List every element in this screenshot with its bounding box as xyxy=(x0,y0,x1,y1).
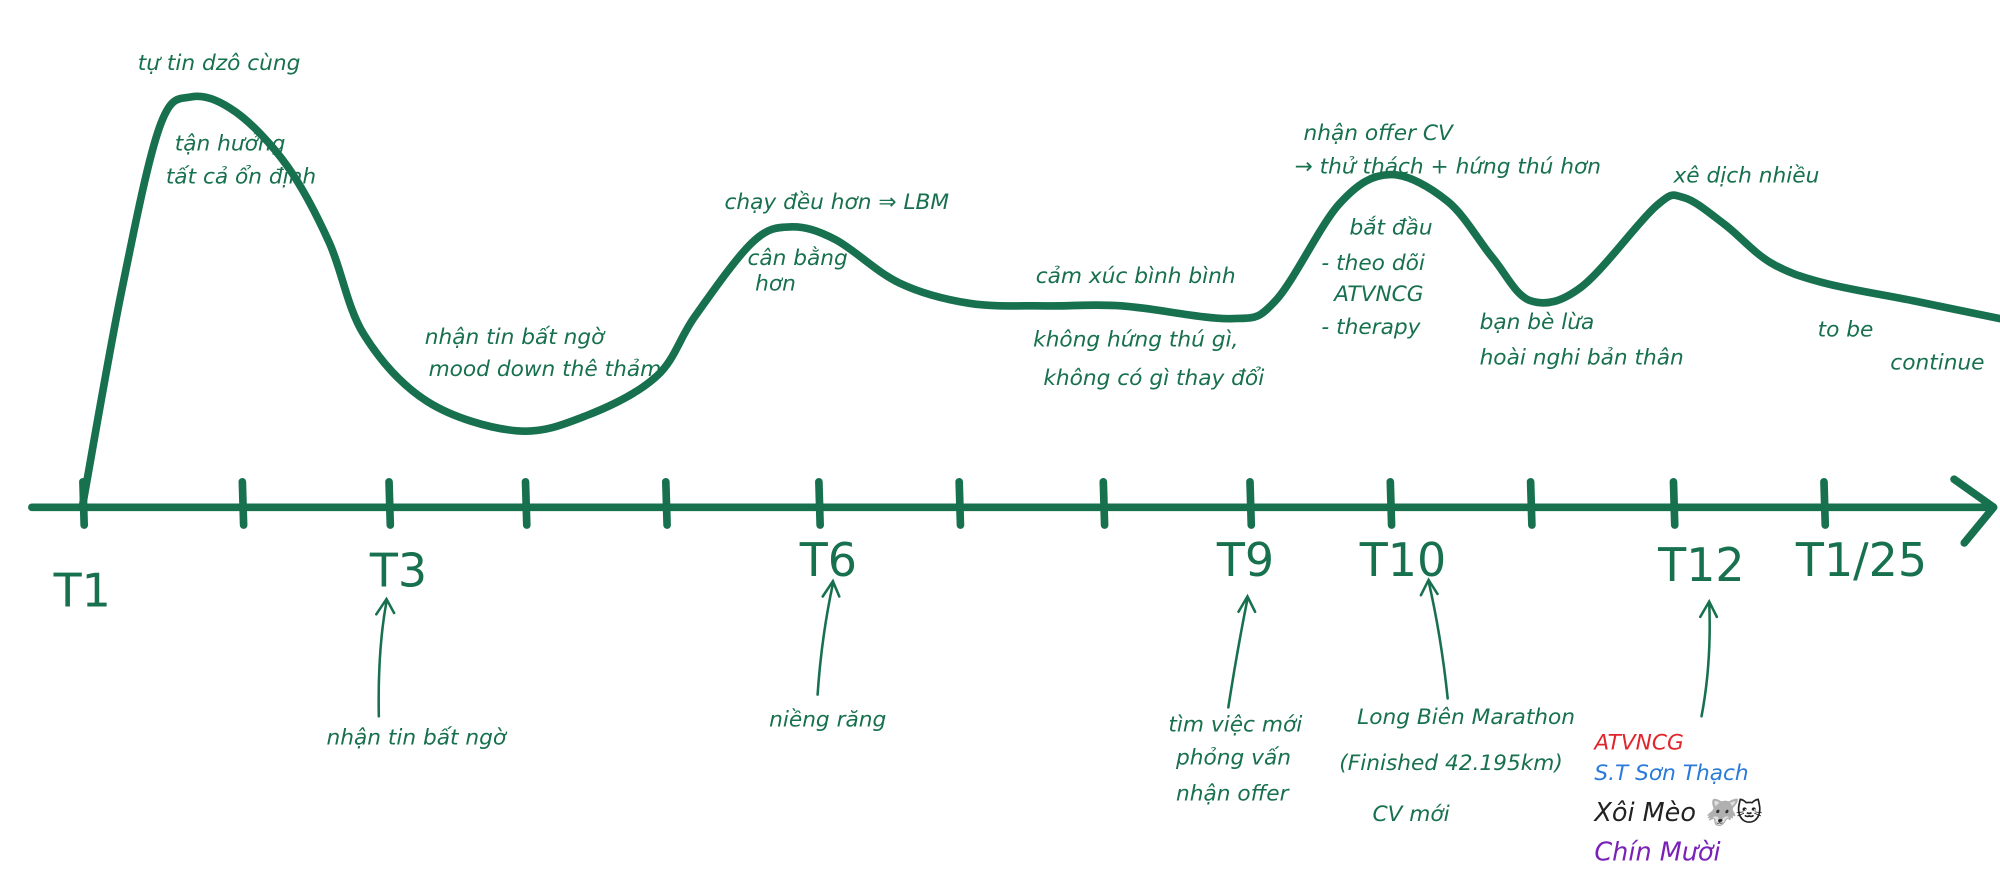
tick-label: T9 xyxy=(1216,533,1274,587)
note: cảm xúc bình bình xyxy=(1036,264,1236,289)
note: hơn xyxy=(755,272,796,297)
note: ATVNCG xyxy=(1332,282,1423,307)
note: bạn bè lừa xyxy=(1480,310,1595,335)
arrows xyxy=(375,577,1719,718)
tick xyxy=(955,477,965,529)
note: → thử thách + hứng thú hơn xyxy=(1295,154,1601,179)
tick-label: T12 xyxy=(1657,538,1744,592)
note: - theo dõi xyxy=(1321,251,1424,276)
tick xyxy=(1246,477,1256,529)
tick-label: T1/25 xyxy=(1795,533,1927,587)
event: CV mới xyxy=(1372,802,1449,827)
tick xyxy=(1526,477,1536,529)
note: không hứng thú gì, xyxy=(1033,328,1238,353)
note: không có gì thay đổi xyxy=(1043,366,1264,391)
arrow xyxy=(1227,593,1257,709)
mood-curve xyxy=(79,92,2000,508)
tick xyxy=(661,477,671,529)
note: cân bằng xyxy=(747,246,847,271)
event: tìm việc mới xyxy=(1168,713,1302,738)
note: bắt đầu xyxy=(1349,216,1432,241)
event: (Finished 42.195km) xyxy=(1339,751,1563,776)
arrow xyxy=(1698,598,1719,718)
tick xyxy=(79,477,89,529)
axis-arrow xyxy=(1950,475,1998,547)
tick xyxy=(815,477,824,529)
arrow xyxy=(816,578,841,696)
note: chạy đều hơn ⇒ LBM xyxy=(724,190,949,215)
tick-label: T1 xyxy=(53,564,111,618)
tick-label: T6 xyxy=(799,533,857,587)
tick xyxy=(1669,477,1679,529)
tick xyxy=(238,477,248,529)
event: Xôi Mèo 🐺🐱 xyxy=(1592,797,1762,828)
note: mood down thê thảm xyxy=(429,357,662,382)
arrow xyxy=(1419,577,1449,700)
tick xyxy=(1386,477,1396,529)
note: continue xyxy=(1890,351,1984,376)
arrow xyxy=(375,596,396,718)
note: - therapy xyxy=(1321,315,1421,340)
tick xyxy=(1099,477,1109,529)
event: niềng răng xyxy=(769,707,886,732)
ticks xyxy=(79,477,1830,529)
note: tất cả ổn định xyxy=(166,165,316,190)
event: Chín Mười xyxy=(1594,837,1720,867)
event: nhận offer xyxy=(1176,781,1291,806)
event: Long Biên Marathon xyxy=(1357,705,1575,730)
tick xyxy=(521,477,531,529)
event: ATVNCG xyxy=(1592,730,1683,755)
note: hoài nghi bản thân xyxy=(1480,346,1684,371)
note: xê dịch nhiều xyxy=(1672,163,1819,188)
event: S.T Sơn Thạch xyxy=(1594,761,1748,786)
note: tận hưởng xyxy=(175,131,286,156)
tick xyxy=(385,477,395,529)
tick xyxy=(1820,477,1830,529)
note: to be xyxy=(1818,317,1874,342)
tick-label: T10 xyxy=(1359,533,1446,587)
event: nhận tin bất ngờ xyxy=(327,725,508,750)
note: nhận offer CV xyxy=(1304,121,1455,146)
note: nhận tin bất ngờ xyxy=(425,325,606,350)
note: tự tin dzô cùng xyxy=(138,51,301,76)
tick-label: T3 xyxy=(369,543,427,597)
event: phỏng vấn xyxy=(1175,746,1291,771)
